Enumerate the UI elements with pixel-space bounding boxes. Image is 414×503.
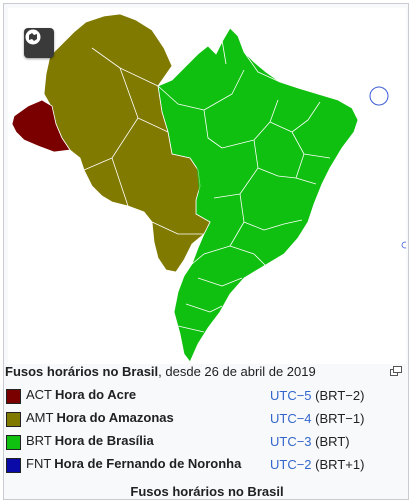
utc-offset-link[interactable]: UTC−5 <box>270 388 312 403</box>
enlarge-icon[interactable] <box>390 366 402 376</box>
map-expand-icon <box>25 29 41 45</box>
brt-offset: (BRT−1) <box>315 411 365 426</box>
island-marker-trindade <box>401 241 406 249</box>
utc-offset-link[interactable]: UTC−4 <box>270 411 312 426</box>
zone-acre <box>11 99 71 153</box>
island-marker-noronha <box>369 86 389 106</box>
legend-swatch <box>6 457 21 473</box>
caption-title: Fusos horários no Brasil <box>5 364 159 379</box>
map-figure <box>3 3 409 500</box>
zone-name: Hora do Amazonas <box>56 410 174 426</box>
legend-caption: Fusos horários no Brasil <box>130 484 284 499</box>
zone-name: Hora do Acre <box>55 387 137 403</box>
figure-caption: Fusos horários no Brasil, desde 26 de ab… <box>5 364 316 380</box>
brazil-timezone-map[interactable] <box>8 8 406 364</box>
zone-transition-strip <box>196 152 222 204</box>
utc-offset-link[interactable]: UTC−3 <box>270 434 312 449</box>
zone-name: Hora de Brasília <box>54 433 154 449</box>
legend-swatch <box>6 388 21 404</box>
zone-abbreviation: FNT <box>26 456 52 472</box>
map-expand-button[interactable] <box>24 28 54 58</box>
zone-amazonas <box>43 13 211 273</box>
brt-offset: (BRT+1) <box>315 457 365 472</box>
map-svg <box>11 13 406 363</box>
zone-abbreviation: ACT <box>26 387 52 403</box>
brt-offset: (BRT) <box>315 434 350 449</box>
legend-row: BRT Hora de Brasília UTC−3 (BRT) <box>6 430 400 453</box>
legend-swatch <box>6 434 21 450</box>
zone-abbreviation: BRT <box>26 433 52 449</box>
legend-row: FNT Hora de Fernando de Noronha UTC−2 (BRT… <box>6 453 400 476</box>
legend-row: ACT Hora do Acre UTC−5 (BRT−2) <box>6 384 400 407</box>
timezone-legend: ACT Hora do Acre UTC−5 (BRT−2) AMT Hora do A… <box>6 384 400 476</box>
legend-row: AMT Hora do Amazonas UTC−4 (BRT−1) <box>6 407 400 430</box>
brt-offset: (BRT−2) <box>315 388 365 403</box>
zone-name: Hora de Fernando de Noronha <box>54 456 242 472</box>
zone-abbreviation: AMT <box>26 410 54 426</box>
utc-offset-link[interactable]: UTC−2 <box>270 457 312 472</box>
legend-swatch <box>6 411 21 427</box>
caption-date: , desde 26 de abril de 2019 <box>158 364 316 379</box>
state-borders <box>83 39 331 333</box>
